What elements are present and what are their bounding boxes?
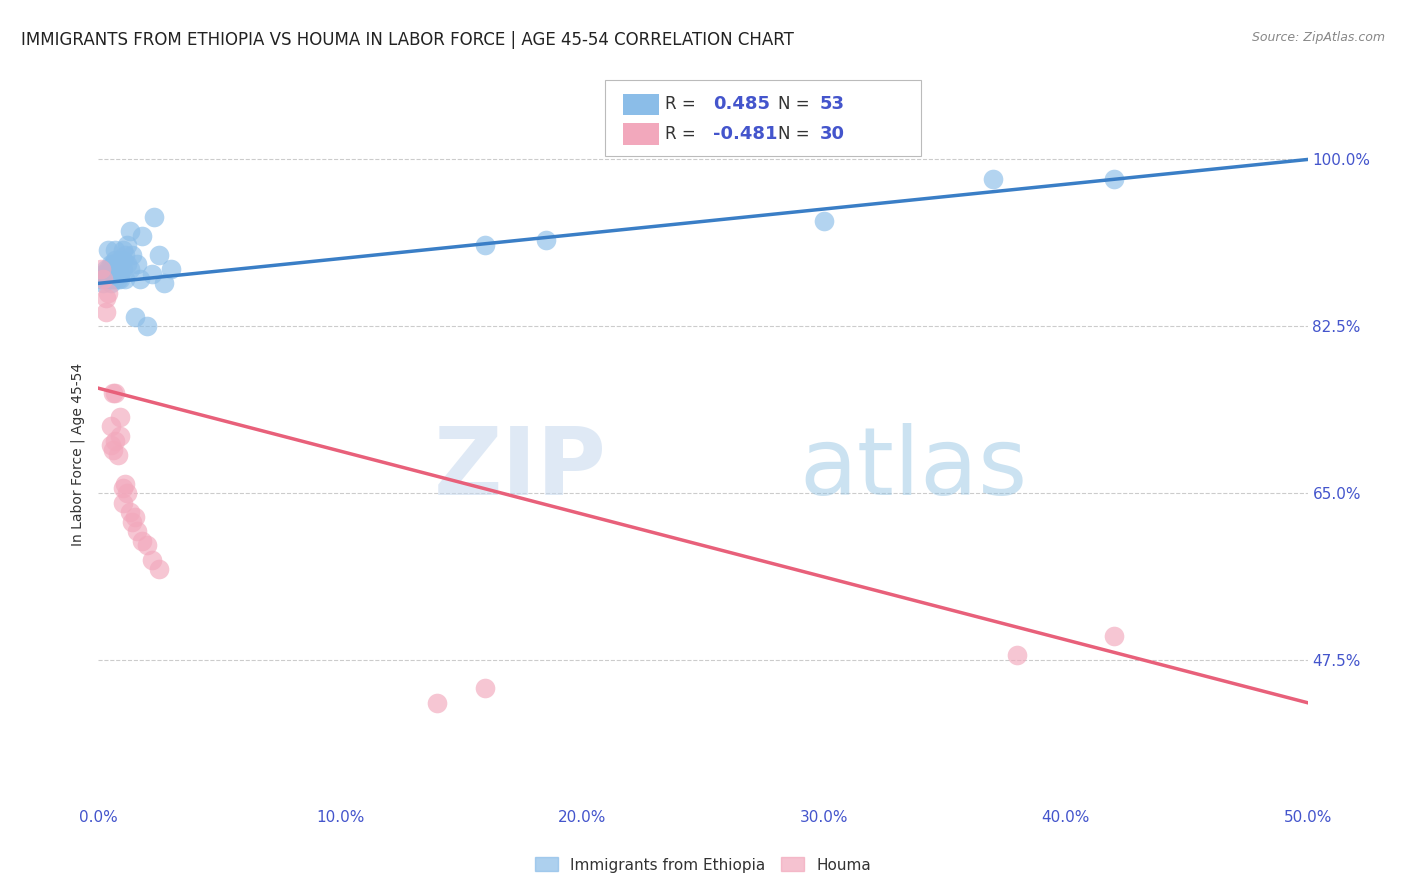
Point — [94, 262, 117, 277]
Point — [97, 262, 120, 277]
Point — [135, 319, 157, 334]
Point — [131, 533, 153, 548]
Text: -0.481: -0.481 — [713, 125, 778, 143]
Point — [117, 238, 139, 252]
Point — [100, 267, 122, 281]
Point — [104, 257, 127, 271]
Point — [91, 271, 114, 285]
Point — [90, 271, 112, 285]
Text: Source: ZipAtlas.com: Source: ZipAtlas.com — [1251, 31, 1385, 45]
Point — [1102, 171, 1125, 186]
Text: IMMIGRANTS FROM ETHIOPIA VS HOUMA IN LABOR FORCE | AGE 45-54 CORRELATION CHART: IMMIGRANTS FROM ETHIOPIA VS HOUMA IN LAB… — [21, 31, 794, 49]
Point — [118, 224, 141, 238]
Text: ZIP: ZIP — [433, 423, 606, 515]
Point — [104, 243, 127, 257]
Point — [148, 562, 170, 576]
Point — [107, 448, 129, 462]
Text: R =: R = — [665, 125, 702, 143]
Point — [121, 248, 143, 262]
Point — [97, 271, 120, 285]
Point — [152, 277, 174, 291]
Point — [108, 409, 131, 424]
Point — [97, 243, 120, 257]
Point — [101, 386, 124, 401]
Point — [94, 291, 117, 305]
Point — [474, 238, 496, 252]
Point — [981, 171, 1004, 186]
Point — [141, 267, 163, 281]
Point — [141, 553, 163, 567]
Point — [97, 285, 120, 300]
Point — [107, 257, 129, 271]
Point — [114, 248, 136, 262]
Point — [100, 271, 122, 285]
Text: N =: N = — [778, 95, 814, 113]
Point — [160, 262, 183, 277]
Point — [124, 310, 146, 324]
Text: 0.485: 0.485 — [713, 95, 770, 113]
Point — [104, 252, 127, 267]
Point — [94, 305, 117, 319]
Point — [107, 267, 129, 281]
Point — [108, 271, 131, 285]
Point — [111, 495, 134, 509]
Point — [534, 234, 557, 248]
Point — [94, 271, 117, 285]
Text: 53: 53 — [820, 95, 845, 113]
Point — [104, 267, 127, 281]
Point — [121, 515, 143, 529]
Point — [101, 257, 124, 271]
Text: R =: R = — [665, 95, 702, 113]
Point — [111, 481, 134, 495]
Point — [100, 438, 122, 452]
Y-axis label: In Labor Force | Age 45-54: In Labor Force | Age 45-54 — [70, 363, 86, 547]
Point — [108, 429, 131, 443]
Point — [118, 505, 141, 519]
Point — [426, 696, 449, 710]
Point — [127, 257, 149, 271]
Point — [131, 228, 153, 243]
Point — [127, 524, 149, 538]
Point — [124, 509, 146, 524]
Point — [90, 262, 112, 277]
Point — [128, 271, 150, 285]
Point — [117, 486, 139, 500]
Point — [148, 248, 170, 262]
Point — [135, 539, 157, 553]
Point — [117, 257, 139, 271]
Text: atlas: atlas — [800, 423, 1028, 515]
Point — [101, 443, 124, 458]
Point — [813, 214, 835, 228]
Legend: Immigrants from Ethiopia, Houma: Immigrants from Ethiopia, Houma — [529, 851, 877, 879]
Point — [143, 210, 166, 224]
Point — [104, 271, 127, 285]
Point — [104, 386, 127, 401]
Point — [1102, 629, 1125, 643]
Point — [111, 243, 134, 257]
Point — [108, 267, 131, 281]
Point — [101, 267, 124, 281]
Point — [104, 434, 127, 448]
Point — [1007, 648, 1029, 662]
Point — [118, 262, 141, 277]
Point — [101, 262, 124, 277]
Point — [100, 277, 122, 291]
Point — [474, 681, 496, 696]
Point — [100, 419, 122, 434]
Point — [114, 271, 136, 285]
Point — [111, 252, 134, 267]
Point — [107, 271, 129, 285]
Point — [91, 277, 114, 291]
Text: 30: 30 — [820, 125, 845, 143]
Point — [100, 257, 122, 271]
Point — [91, 267, 114, 281]
Point — [101, 271, 124, 285]
Point — [114, 476, 136, 491]
Text: N =: N = — [778, 125, 814, 143]
Point — [111, 262, 134, 277]
Point — [94, 267, 117, 281]
Point — [108, 252, 131, 267]
